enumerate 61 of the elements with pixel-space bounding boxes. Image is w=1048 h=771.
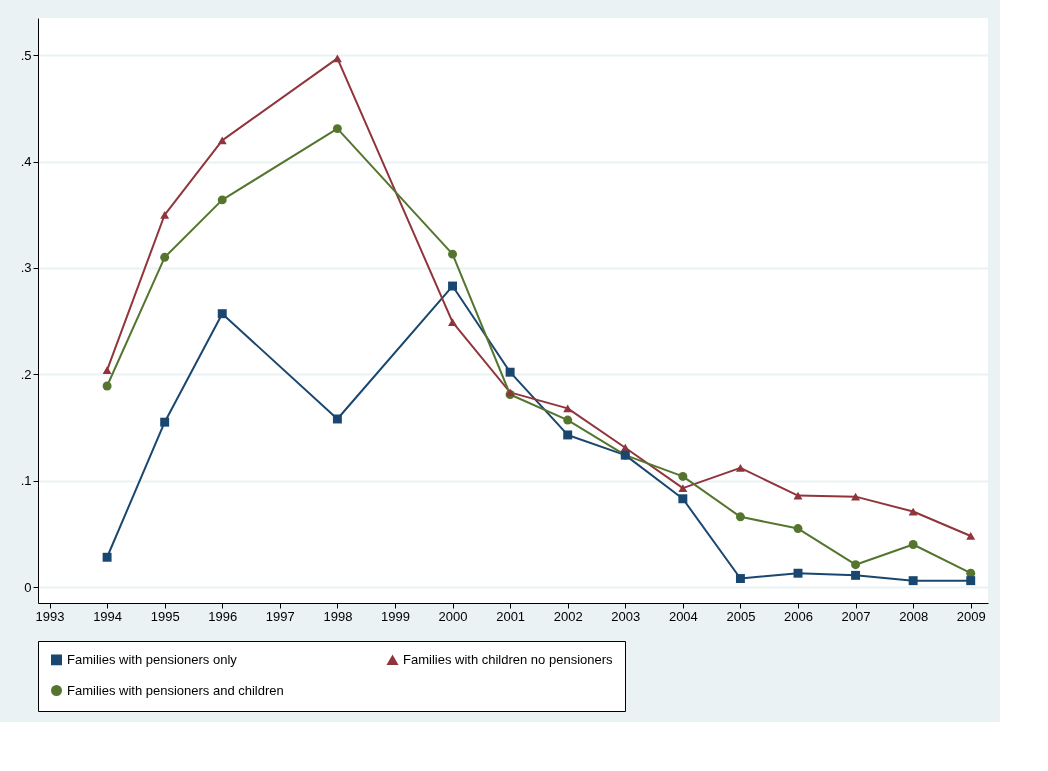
point: [908, 540, 918, 549]
x-tick-label: 1996: [208, 608, 238, 624]
point: [448, 318, 458, 327]
y-tick-label: .1: [20, 473, 32, 489]
point: [678, 471, 688, 481]
point: [793, 568, 803, 578]
x-tick-label: 2008: [899, 608, 929, 624]
point: [678, 484, 688, 492]
x-tick-label: 2007: [841, 608, 871, 624]
x-tick-label: 2002: [553, 608, 583, 624]
point: [217, 136, 227, 145]
point: [563, 430, 573, 440]
x-tick-label: 2009: [956, 608, 986, 624]
point: [735, 464, 745, 472]
point: [332, 414, 342, 424]
legend-label: Families with pensioners and children: [67, 682, 284, 698]
point: [217, 195, 227, 205]
y-tick-label: .4: [20, 154, 32, 170]
y-tick-label: .5: [20, 47, 32, 63]
point: [908, 507, 918, 516]
x-tick-label: 2005: [726, 608, 756, 624]
x-tick-label: 2003: [611, 608, 641, 624]
point: [448, 249, 458, 259]
point: [851, 492, 861, 501]
point: [851, 560, 861, 570]
y-tick-label: .2: [20, 366, 32, 382]
point: [505, 367, 515, 377]
point: [908, 576, 918, 586]
x-tick-label: 1994: [93, 608, 123, 624]
point: [563, 404, 573, 413]
point: [102, 381, 112, 391]
legend-label: Families with pensioners only: [67, 651, 238, 667]
point: [448, 281, 458, 291]
point: [160, 210, 170, 219]
point: [678, 494, 688, 504]
x-tick-label: 2000: [438, 608, 468, 624]
point: [851, 570, 861, 580]
x-tick-label: 1993: [35, 608, 65, 624]
x-tick-label: 1995: [150, 608, 180, 624]
point: [966, 576, 976, 586]
point: [793, 524, 803, 534]
x-tick-label: 1999: [381, 608, 410, 624]
x-tick-label: 1997: [265, 608, 295, 624]
x-tick-label: 2006: [784, 608, 813, 624]
x-tick-label: 1998: [323, 608, 353, 624]
point: [735, 574, 745, 584]
point: [563, 415, 573, 425]
point: [966, 532, 976, 540]
legend-label: Families with children no pensioners: [403, 652, 614, 668]
point: [332, 124, 342, 134]
point: [160, 417, 170, 427]
x-tick-label: 2001: [496, 608, 526, 624]
point: [332, 54, 342, 63]
point: [102, 366, 112, 374]
point: [102, 552, 112, 562]
point: [217, 309, 227, 319]
point: [160, 252, 170, 262]
y-tick-label: 0: [24, 579, 32, 595]
y-tick-label: .3: [20, 260, 32, 276]
point: [735, 512, 745, 522]
x-tick-label: 2004: [668, 608, 698, 624]
